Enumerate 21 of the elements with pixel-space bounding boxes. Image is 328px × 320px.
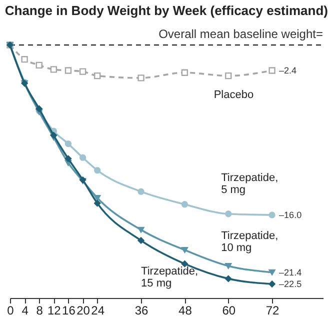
data-label: –16.0 [279, 210, 302, 220]
x-tick-label: 20 [76, 304, 90, 318]
x-tick-label: 48 [178, 304, 192, 318]
series-label: Tirzepatide, 5 mg [221, 172, 278, 196]
x-tick-label: 8 [36, 304, 44, 318]
data-label: –21.4 [279, 267, 302, 278]
x-tick-label: 60 [222, 304, 236, 318]
x-tick-label: 24 [91, 304, 105, 318]
x-tick-label: 4 [22, 304, 29, 318]
x-tick-label: 72 [266, 304, 280, 318]
series-label: Tirzepatide, 15 mg [141, 265, 198, 290]
data-label: –22.5 [279, 279, 302, 289]
x-tick-label: 36 [134, 304, 149, 318]
x-tick-label: 0 [7, 304, 14, 318]
chart-title: Change in Body Weight by Week (efficacy estimand) [4, 3, 328, 18]
x-tick-label: 12 [47, 304, 62, 318]
data-label: –2.4 [279, 65, 297, 76]
ref-line-label: Overall mean baseline weight= [158, 27, 323, 41]
x-tick-label: 16 [62, 304, 76, 318]
series-label: Tirzepatide, 10 mg [221, 230, 278, 254]
series-label: Placebo [214, 88, 254, 101]
